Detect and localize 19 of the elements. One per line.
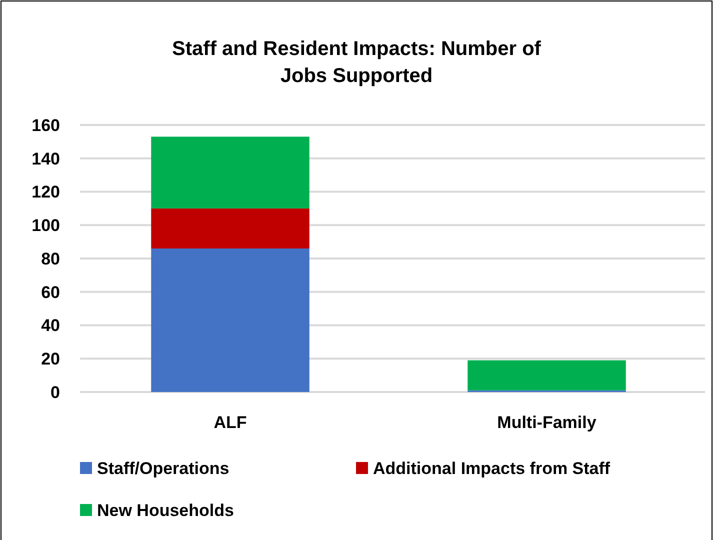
bar: [151, 136, 310, 208]
y-tick-label: 120: [32, 182, 60, 202]
x-tick-label: Multi-Family: [497, 413, 597, 432]
y-tick-label: 20: [41, 350, 60, 369]
y-tick-label: 160: [32, 116, 60, 135]
bar: [151, 248, 310, 392]
y-tick-label: 100: [32, 216, 60, 236]
chart-title: Staff and Resident Impacts: Number of Jobs Supported: [172, 38, 542, 87]
y-tick-label: 140: [32, 149, 60, 168]
y-tick-label: 80: [41, 249, 60, 268]
y-tick-label: 60: [41, 282, 60, 302]
bar: [468, 360, 626, 390]
x-tick-label: ALF: [214, 413, 247, 432]
legend-label: Additional Impacts from Staff: [373, 458, 610, 478]
legend-label: Staff/Operations: [97, 458, 230, 478]
legend-label: New Households: [97, 500, 234, 520]
bar: [151, 208, 310, 248]
y-tick-label: 0: [50, 382, 60, 402]
y-tick-label: 40: [41, 316, 60, 336]
